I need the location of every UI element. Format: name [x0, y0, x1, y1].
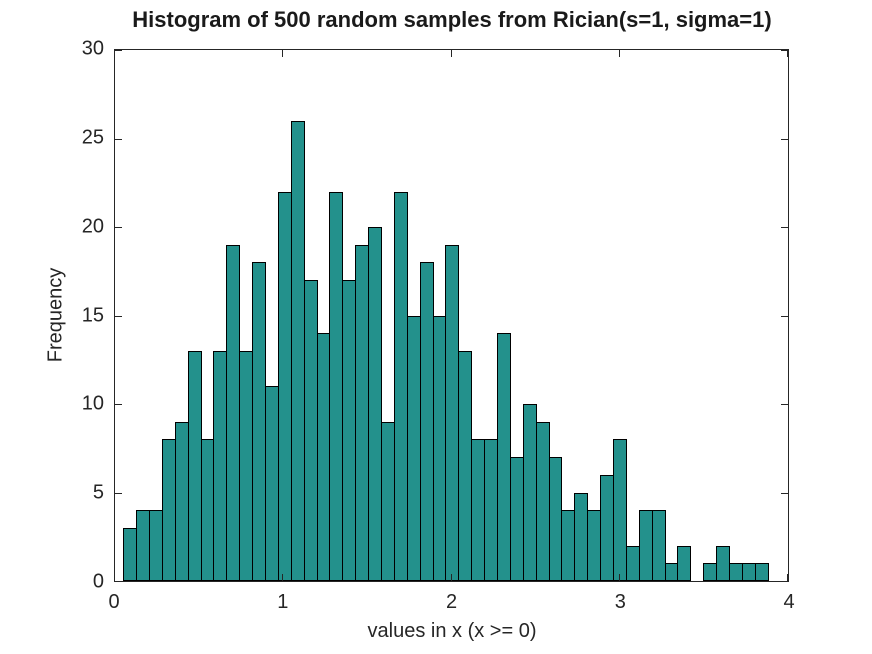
x-axis-tick: [282, 50, 284, 57]
histogram-bar: [587, 510, 602, 581]
histogram-bar: [136, 510, 150, 581]
histogram-bar: [239, 350, 254, 581]
histogram-bar: [548, 457, 563, 581]
histogram-bar: [509, 457, 524, 581]
x-axis-tick: [282, 574, 284, 581]
plot-area: [114, 49, 789, 582]
y-axis-tick: [115, 581, 122, 582]
histogram-bar: [393, 191, 408, 581]
y-axis-tick: [781, 227, 788, 229]
x-tick-label: 3: [614, 591, 626, 613]
histogram-bar: [174, 421, 189, 581]
chart-title: Histogram of 500 random samples from Ric…: [132, 7, 772, 32]
x-axis-tick: [450, 574, 452, 581]
x-tick-label: 1: [277, 591, 289, 613]
y-axis-tick: [115, 404, 122, 406]
histogram-bar: [187, 350, 202, 581]
histogram-bar: [471, 439, 486, 581]
histogram-bar: [496, 333, 511, 581]
y-tick-label: 10: [81, 392, 104, 415]
histogram-bar: [277, 191, 292, 581]
y-axis-tick: [781, 138, 788, 140]
histogram-bar: [754, 563, 769, 581]
histogram-bar: [213, 350, 228, 581]
y-axis-tick: [781, 50, 788, 51]
x-axis-label: values in x (x >= 0): [367, 620, 537, 642]
histogram-bar: [677, 545, 692, 581]
histogram-bar: [149, 510, 163, 581]
histogram-bar: [522, 404, 537, 581]
x-tick-label: 0: [108, 591, 120, 613]
histogram-bar: [316, 333, 331, 581]
histogram-bar: [265, 386, 279, 581]
x-tick-label: 2: [445, 591, 458, 613]
y-tick-label: 25: [81, 126, 104, 149]
x-axis-tick: [618, 50, 620, 57]
histogram-bar: [123, 527, 138, 581]
y-axis-tick: [781, 492, 788, 494]
histogram-bar: [458, 350, 473, 581]
y-axis-tick: [115, 50, 122, 51]
y-tick-label: 15: [81, 304, 104, 326]
y-axis-tick: [115, 315, 122, 317]
x-tick-label: 4: [783, 591, 795, 613]
y-axis-tick: [781, 581, 788, 582]
histogram-bar: [638, 510, 653, 581]
histogram-bar: [252, 262, 266, 581]
x-axis-tick: [787, 50, 788, 57]
histogram-bar: [445, 244, 460, 581]
x-axis-tick: [114, 50, 115, 57]
x-axis-tick: [787, 574, 788, 581]
histogram-bar: [716, 545, 730, 581]
x-axis-tick: [450, 50, 452, 57]
histogram-bar: [574, 492, 589, 581]
histogram-bar: [303, 280, 318, 581]
histogram-bar: [290, 120, 305, 581]
histogram-bar: [406, 315, 421, 581]
histogram-bar: [329, 191, 344, 581]
histogram-bar: [703, 563, 718, 581]
histogram-bar: [625, 545, 640, 581]
histogram-bar: [355, 244, 370, 581]
histogram-bar: [368, 227, 382, 581]
histogram-bar: [651, 510, 666, 581]
y-axis-tick: [115, 138, 122, 140]
histogram-bar: [728, 563, 743, 581]
histogram-bar: [664, 563, 679, 581]
histogram-bar: [600, 474, 614, 581]
histogram-bar: [200, 439, 215, 581]
y-tick-label: 5: [92, 481, 104, 504]
y-tick-label: 0: [92, 570, 104, 593]
histogram-bar: [432, 315, 447, 581]
histogram-bar: [161, 439, 176, 581]
histogram-bar: [419, 262, 434, 581]
x-axis-tick: [618, 574, 620, 581]
histogram-bar: [226, 244, 241, 581]
y-tick-label: 20: [81, 215, 104, 238]
y-tick-label: 30: [81, 37, 104, 60]
y-axis-tick: [115, 227, 122, 229]
y-axis-tick: [781, 315, 788, 317]
y-axis-tick: [781, 404, 788, 406]
y-axis-tick: [115, 492, 122, 494]
histogram-bar: [381, 421, 395, 581]
y-axis-label: Frequency: [44, 267, 67, 363]
histogram-bar: [561, 510, 576, 581]
histogram-bar: [484, 439, 498, 581]
histogram-bar: [535, 421, 550, 581]
x-axis-tick: [114, 574, 115, 581]
histogram-bar: [342, 280, 357, 581]
histogram-bar: [612, 439, 627, 581]
histogram-bar: [741, 563, 756, 581]
